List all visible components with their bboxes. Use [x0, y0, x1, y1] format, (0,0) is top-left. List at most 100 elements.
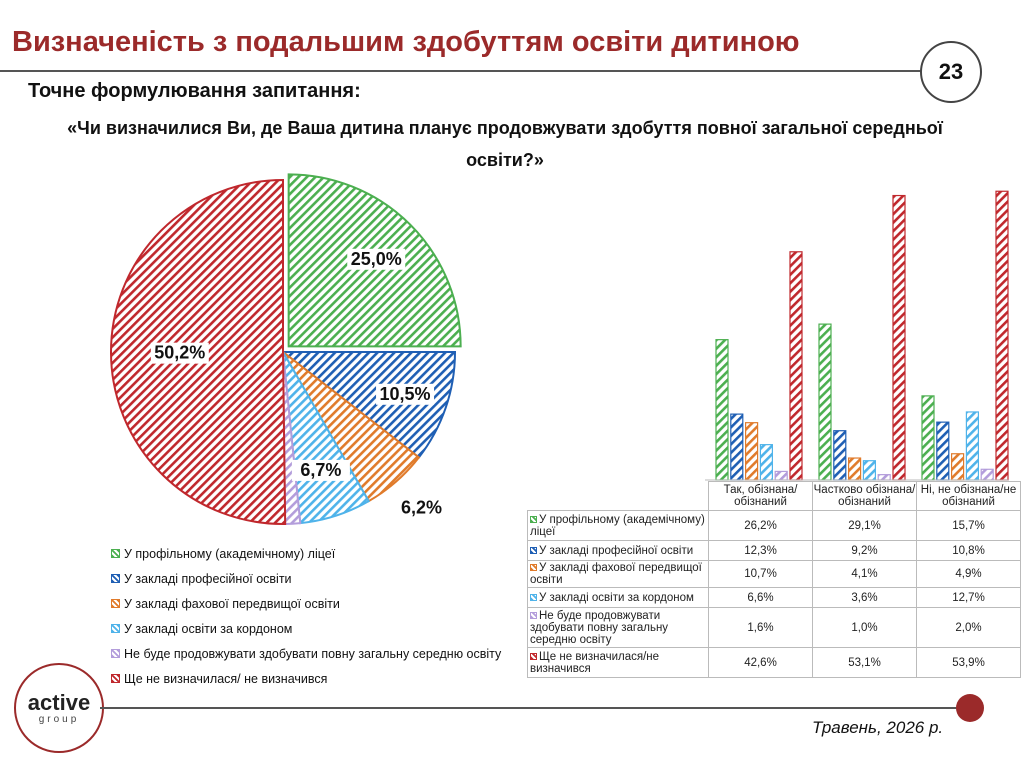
- bar: [744, 422, 759, 481]
- bar: [980, 468, 994, 481]
- bar: [715, 339, 729, 481]
- pie-legend: У профільному (академічному) ліцеї У закл…: [111, 541, 501, 691]
- legend-item: Ще не визначилася/ не визначився: [111, 666, 501, 691]
- table-swatch: [530, 546, 537, 554]
- bar: [862, 460, 876, 481]
- table-cell: 4,9%: [916, 560, 1021, 588]
- table-swatch: [530, 515, 537, 523]
- bar: [818, 323, 832, 481]
- logo-subtext: group: [38, 713, 80, 725]
- bar: [951, 453, 965, 481]
- pie-value-label: 50,2%: [154, 343, 205, 363]
- legend-label: У закладі освіти за кордоном: [124, 621, 293, 636]
- slide-title: Визначеність з подальшим здобуттям освіт…: [12, 26, 800, 58]
- legend-swatch: [111, 574, 120, 583]
- legend-swatch: [111, 674, 120, 683]
- table-cell: 1,0%: [812, 607, 917, 648]
- legend-label: У закладі професійної освіти: [124, 571, 292, 586]
- table-cell: 10,8%: [916, 540, 1021, 561]
- legend-label: Ще не визначилася/ не визначився: [124, 671, 328, 686]
- legend-item: У профільному (академічному) ліцеї: [111, 541, 501, 566]
- table-row: Ще не визначилася/не визначився 42,6% 53,1…: [527, 647, 1021, 678]
- table-cell: 26,2%: [708, 510, 813, 541]
- table-cell: 53,9%: [916, 647, 1021, 678]
- pie-value-label: 6,7%: [300, 460, 341, 480]
- legend-swatch: [111, 649, 120, 658]
- footer-dot-decoration: [956, 694, 984, 722]
- table-row: У профільному (академічному) ліцеї 26,2% 2…: [527, 510, 1021, 541]
- table-row-label: Не буде продовжувати здобувати повну заг…: [527, 607, 709, 648]
- pie-label-background: [150, 342, 209, 364]
- table-row: У закладі освіти за кордоном 6,6% 3,6% 12,7…: [527, 587, 1021, 608]
- bar: [848, 457, 862, 481]
- bar: [921, 395, 935, 481]
- legend-swatch: [111, 599, 120, 608]
- bar-chart: [705, 190, 1009, 481]
- table-cell: 6,6%: [708, 587, 813, 608]
- pie-value-label: 25,0%: [351, 249, 402, 269]
- legend-item: У закладі освіти за кордоном: [111, 616, 501, 641]
- legend-item: Не буде продовжувати здобувати повну заг…: [111, 641, 501, 666]
- table-cell: 10,7%: [708, 560, 813, 588]
- legend-label: Не буде продовжувати здобувати повну заг…: [124, 646, 502, 661]
- bar: [759, 444, 774, 481]
- bar: [833, 430, 847, 481]
- report-date: Травень, 2026 р.: [812, 718, 944, 737]
- legend-label: У закладі фахової передвищої освіти: [124, 596, 340, 611]
- legend-swatch: [111, 624, 120, 633]
- pie-label-background: [291, 459, 350, 481]
- table-column-header: Частково обізнана/обізнаний: [812, 481, 917, 511]
- table-swatch: [530, 593, 537, 601]
- table-row: У закладі професійної освіти 12,3% 9,2% 10,…: [527, 540, 1021, 561]
- bar: [774, 470, 788, 481]
- table-column-header: Так, обізнана/обізнаний: [708, 481, 813, 511]
- title-divider: [0, 70, 922, 72]
- table-cell: 3,6%: [812, 587, 917, 608]
- bar: [877, 474, 891, 481]
- table-row-label: У закладі професійної освіти: [527, 540, 709, 561]
- table-row-label: Ще не визначилася/не визначився: [527, 647, 709, 678]
- table-cell: 29,1%: [812, 510, 917, 541]
- table-cell: 9,2%: [812, 540, 917, 561]
- pie-value-label: 10,5%: [380, 384, 431, 404]
- pie-chart: 25,0%10,5%6,2%6,7%1,4%50,2%: [109, 173, 462, 525]
- table-cell: 2,0%: [916, 607, 1021, 648]
- logo-wordmark: active: [27, 689, 91, 715]
- legend-item: У закладі фахової передвищої освіти: [111, 591, 501, 616]
- table-row-label: У закладі фахової передвищої освіти: [527, 560, 709, 588]
- bar: [789, 251, 803, 481]
- question-text: «Чи визначилися Ви, де Ваша дитина плану…: [67, 118, 943, 170]
- pie-label-background: [376, 383, 435, 405]
- page-number-badge: 23: [920, 41, 982, 103]
- table-cell: 12,3%: [708, 540, 813, 561]
- table-cell: 53,1%: [812, 647, 917, 678]
- bar: [892, 194, 906, 481]
- legend-label: У профільному (академічному) ліцеї: [124, 546, 336, 561]
- table-cell: 4,1%: [812, 560, 917, 588]
- table-cell: 15,7%: [916, 510, 1021, 541]
- table-cell: 12,7%: [916, 587, 1021, 608]
- pie-slice: [280, 351, 457, 459]
- table-swatch: [530, 652, 537, 660]
- table-row-label: У закладі освіти за кордоном: [527, 587, 709, 608]
- footer-divider: [100, 707, 960, 709]
- table-row: У закладі фахової передвищої освіти 10,7%…: [527, 560, 1021, 588]
- pie-label-background: [347, 248, 406, 270]
- table-corner: [528, 482, 709, 511]
- table-swatch: [530, 611, 537, 619]
- pie-value-label: 6,2%: [401, 497, 442, 517]
- bar: [965, 411, 979, 481]
- bar-data-table: Так, обізнана/обізнаний Частково обізнана…: [527, 481, 1021, 678]
- table-row: Не буде продовжувати здобувати повну заг…: [527, 607, 1021, 648]
- bar: [936, 421, 950, 481]
- legend-item: У закладі професійної освіти: [111, 566, 501, 591]
- question-subtitle: Точне формулювання запитання:: [28, 80, 361, 102]
- legend-swatch: [111, 549, 120, 558]
- table-cell: 42,6%: [708, 647, 813, 678]
- table-row-label: У профільному (академічному) ліцеї: [527, 510, 709, 541]
- table-swatch: [530, 564, 537, 571]
- table-cell: 1,6%: [708, 607, 813, 648]
- pie-label-background: [392, 497, 451, 519]
- company-logo: active group: [14, 663, 104, 753]
- bar: [730, 413, 744, 481]
